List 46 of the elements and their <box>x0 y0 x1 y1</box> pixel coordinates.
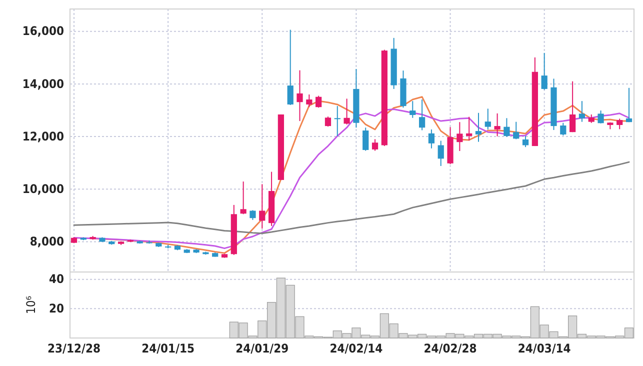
x-tick-label: 24/01/15 <box>142 342 195 356</box>
x-tick-label: 24/02/14 <box>330 342 384 356</box>
candlestick <box>438 140 444 167</box>
y-tick-label: 20 <box>48 302 64 316</box>
candlestick <box>287 29 294 106</box>
candlestick <box>324 116 332 128</box>
candlestick <box>410 100 416 118</box>
candlestick <box>428 128 435 149</box>
candlestick <box>616 118 623 130</box>
candlestick <box>560 122 566 136</box>
candlestick <box>522 136 529 148</box>
candlestick <box>250 210 256 220</box>
candlestick <box>334 106 340 137</box>
y-tick-label: 40 <box>48 272 64 286</box>
y-tick-label: 16,000 <box>22 24 64 38</box>
y-tick-label: 8,000 <box>30 234 64 249</box>
candlestick <box>306 94 312 108</box>
x-tick-label: 24/01/29 <box>236 342 289 356</box>
candlestick <box>598 110 604 124</box>
line-series <box>73 161 630 234</box>
y-tick-label: 14,000 <box>22 76 64 91</box>
candlestick <box>484 108 491 130</box>
candlestick <box>513 121 520 140</box>
candlestick <box>372 138 378 152</box>
candlestick <box>362 127 369 152</box>
x-tick-label: 23/12/28 <box>48 342 100 356</box>
candlestick <box>418 98 426 131</box>
candlestick <box>504 118 510 138</box>
candlestick <box>344 98 350 125</box>
y-axis-title: 10⁶ <box>24 296 38 314</box>
candlestick <box>626 87 632 123</box>
candlestick <box>240 181 246 215</box>
candlestick <box>316 95 322 108</box>
x-tick-label: 24/03/14 <box>518 342 572 356</box>
candlestick <box>466 116 472 141</box>
y-tick-label: 10,000 <box>22 182 64 196</box>
candlestick <box>578 100 586 122</box>
candlestick <box>296 70 303 122</box>
y-tick-label: 12,000 <box>22 129 64 144</box>
candlestick <box>541 52 548 90</box>
candlestick <box>456 122 463 152</box>
candlestick <box>259 184 266 230</box>
candlestick <box>570 80 576 133</box>
candlestick <box>494 112 500 137</box>
x-tick-label: 24/02/28 <box>424 342 477 356</box>
candlestick <box>475 112 482 142</box>
